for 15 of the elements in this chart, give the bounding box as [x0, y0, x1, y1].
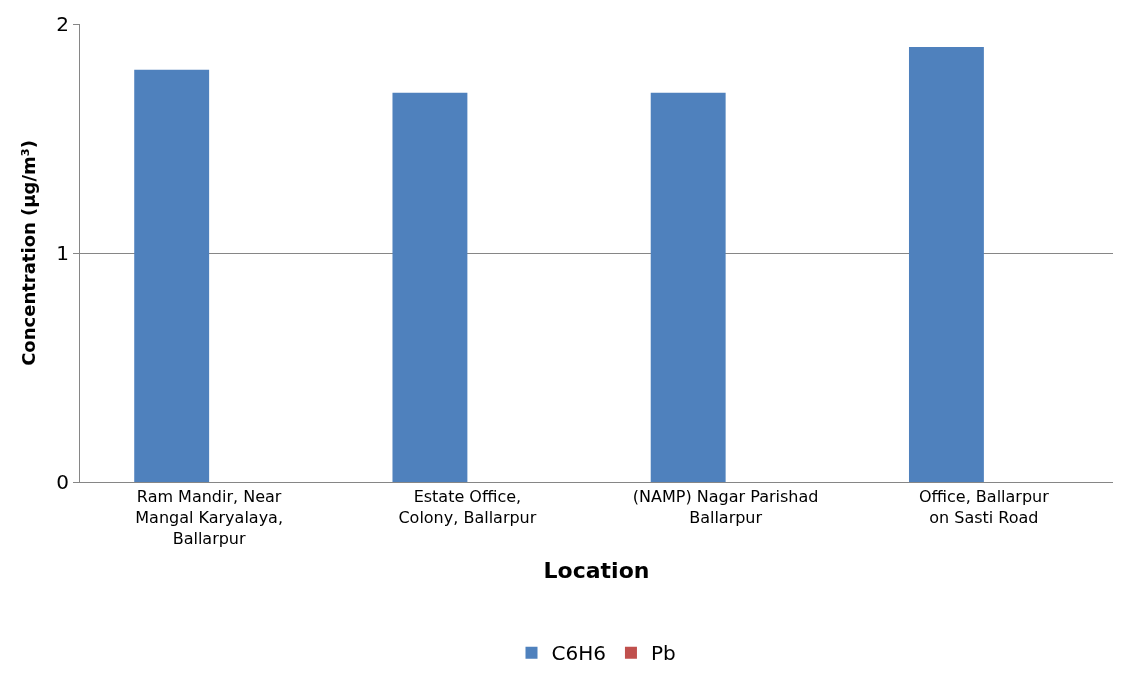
x-tick-label: Ram Mandir, Near Mangal Karyalaya, Ballarpur: [135, 487, 283, 548]
y-tick-label: 2: [56, 12, 69, 36]
x-tick-label: Office, Ballarpur on Sasti Road: [918, 487, 1050, 527]
y-tick-label: 1: [56, 241, 69, 265]
legend-label: C6H6: [551, 641, 606, 666]
bar: [650, 92, 726, 482]
x-tick-label: Estate Office, Colony, Ballarpur: [398, 487, 537, 527]
y-axis-title: Concentration (µg/m³): [18, 140, 40, 366]
x-tick-label: (NAMP) Nagar Parishad Ballarpur: [632, 487, 819, 527]
bar: [392, 92, 468, 482]
bar: [908, 46, 984, 482]
legend-label: Pb: [650, 641, 676, 666]
y-tick-label: 0: [56, 470, 69, 494]
x-axis-title: Location: [543, 557, 650, 583]
bar: [134, 69, 210, 482]
